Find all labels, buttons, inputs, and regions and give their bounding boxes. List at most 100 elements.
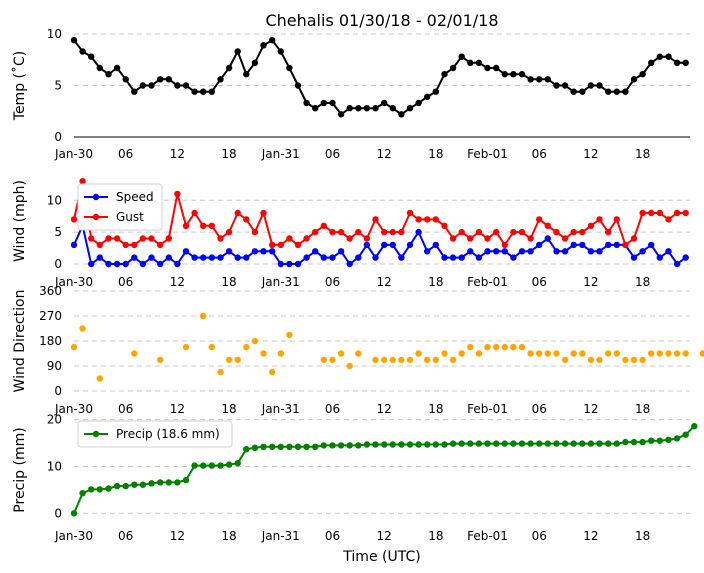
precip-data-point [656,437,663,444]
wind-data-point [553,248,560,255]
precip-legend-label: Precip (18.6 mm) [116,427,220,441]
precip-data-point [596,440,603,447]
precip-data-point [329,442,336,449]
direction-data-point [449,356,457,364]
temp-xtick-label: Feb-01 [467,147,508,161]
wind-xtick-label: Jan-30 [54,275,93,289]
precip-data-point [458,440,465,447]
wind-data-point [449,235,457,242]
wind-data-point [139,235,147,242]
precip-data-point [225,461,233,468]
direction-data-point [251,337,259,345]
wind-xtick-label: Jan-31 [261,275,300,289]
precip-data-point [303,443,310,450]
wind-data-point [286,260,293,268]
temp-data-point [139,82,147,89]
wind-data-point [544,222,551,229]
wind-ytick-label: 10 [47,193,62,207]
precip-data-point [157,479,164,486]
precip-data-point [630,438,638,446]
figure-title: Chehalis 01/30/18 - 02/01/18 [265,11,498,30]
wind-data-point [122,241,129,249]
wind-data-point [191,209,198,217]
direction-data-point [682,350,689,357]
temp-xtick-label: Jan-30 [54,147,93,161]
wind-data-point [96,241,104,249]
precip-data-point [536,440,543,447]
direction-data-point [630,356,638,364]
precip-data-point [579,440,586,447]
temp-data-point [596,82,603,89]
wind-data-point [225,228,233,236]
wind-data-point [587,222,595,229]
wind-data-point [596,248,603,255]
temp-data-point [510,71,517,78]
wind-data-point [587,248,595,255]
precip-data-point [691,423,698,430]
precip-data-point [312,443,319,450]
precip-data-point [113,482,121,490]
temp-data-point [251,59,259,66]
wind-data-point [139,260,147,268]
temp-data-point [467,59,474,66]
wind-data-point [630,254,638,261]
wind-data-point [70,241,78,249]
direction-data-point [639,356,646,364]
wind-data-point [131,241,138,249]
temp-data-point [208,88,215,95]
wind-legend-label: Speed [116,190,154,204]
wind-data-point [613,241,620,249]
wind-legend [77,183,163,231]
precip-data-point [441,441,448,448]
precip-xtick-label: 18 [635,529,650,543]
temp-data-point [458,53,465,60]
temp-xtick-label: 06 [532,147,547,161]
precip-data-point [432,441,439,448]
precip-y-axis-label: Precip (mm) [12,427,28,512]
wind-data-point [312,228,319,236]
precip-data-point [320,442,327,449]
precip-xtick-label: 12 [583,529,598,543]
wind-data-point [673,209,681,217]
precip-data-point [346,442,353,449]
temp-data-point [277,48,284,55]
wind-data-point [286,235,293,242]
precip-data-point [622,438,629,446]
temp-data-point [286,64,293,72]
wind-data-point [312,248,319,255]
wind-data-point [243,216,250,223]
precip-data-point [70,510,78,517]
wind-data-point [269,248,276,255]
precip-data-point [501,440,508,447]
wind-data-point [389,228,396,236]
wind-xtick-label: 18 [635,275,650,289]
temp-data-point [484,64,491,72]
precip-ytick-label: 10 [47,459,62,473]
direction-data-point [243,343,250,351]
direction-data-point [260,350,267,357]
wind-data-point [493,228,500,236]
direction-data-point [372,356,379,364]
wind-data-point [329,228,336,236]
precip-legend [77,420,233,448]
wind-data-point [639,248,646,255]
wind-data-point [605,241,612,249]
direction-data-point [277,350,284,357]
direction-data-point [234,356,241,364]
temp-data-point [613,88,620,95]
direction-data-point [570,350,577,357]
wind-data-point [363,241,371,249]
wind-xtick-label: 12 [583,275,598,289]
wind-data-point [493,248,500,255]
wind-data-point [518,228,526,236]
wind-data-point [174,190,181,198]
precip-data-point [475,440,483,447]
temp-data-point [682,59,689,66]
temp-data-point [312,105,319,112]
direction-data-point [441,350,448,357]
temp-data-point [544,76,551,83]
temp-data-point [579,88,586,95]
wind-data-point [225,248,233,255]
direction-data-point [510,343,517,351]
wind-data-point [269,241,276,249]
